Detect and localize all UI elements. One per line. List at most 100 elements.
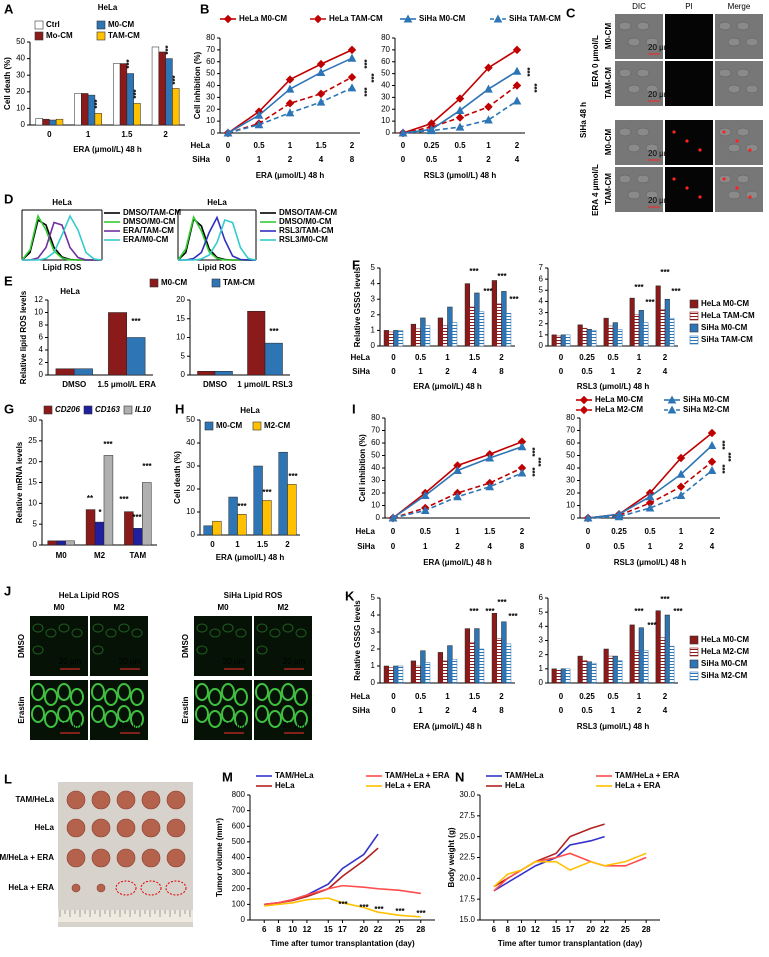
y-tick-label: 50 (381, 69, 390, 78)
bar (478, 648, 485, 684)
x-row-name: HeLa (350, 692, 370, 701)
legend-label: HeLa M0-CM (701, 299, 749, 308)
scale-bar-label: 20 μm (119, 657, 142, 666)
bar (442, 660, 448, 684)
x-tick-label: 0.5 (607, 692, 619, 701)
ruler (58, 910, 193, 922)
y-tick-label: 4 (539, 297, 544, 306)
legend-label: SiHa TAM-CM (701, 335, 753, 344)
y-tick-label: 500 (232, 837, 246, 846)
legend-label: M0-CM (216, 421, 243, 430)
x-tick-label: 1 (611, 706, 616, 715)
y-tick-label: 70 (566, 426, 575, 435)
scale-bar-label: 20 μm (223, 657, 246, 666)
cell (727, 84, 741, 94)
y-tick-label: 0 (371, 341, 376, 350)
y-tick-label: 30 (16, 70, 25, 79)
y-tick-label: 17.5 (459, 894, 475, 903)
bar (420, 650, 426, 684)
x-tick-label: 0.5 (420, 527, 432, 536)
marker (484, 115, 493, 124)
x-tick-label: 4 (488, 542, 493, 551)
panel-label: I (352, 401, 356, 416)
marker (403, 14, 413, 23)
significance: *** (164, 44, 173, 54)
x-axis-label: Time after tumor transplantation (day) (498, 939, 643, 948)
marker (285, 84, 295, 93)
y-tick-label: 5 (371, 593, 376, 602)
x-axis-label: Time after tumor transplantation (day) (270, 939, 415, 948)
marker (453, 492, 462, 501)
cell (745, 143, 759, 153)
column-header: M0 (53, 603, 65, 612)
bar (491, 280, 498, 347)
bar (551, 334, 557, 347)
y-tick-label: 80 (566, 413, 575, 422)
bar (629, 624, 635, 684)
legend-label: HeLa M0-CM (701, 635, 749, 644)
cell (294, 688, 308, 706)
y-tick-label: 0 (371, 678, 376, 687)
column-header: DIC (632, 2, 646, 11)
significance: *** (237, 502, 247, 511)
x-tick-label: 22 (600, 925, 609, 934)
significance: *** (416, 909, 426, 918)
group-label: ERA 4 μmol/L (591, 164, 600, 216)
missing-tumor (140, 880, 162, 896)
bar (126, 337, 146, 376)
y-tick-label: 800 (232, 790, 246, 799)
cell (130, 710, 144, 728)
marker (388, 513, 398, 522)
significance: *** (727, 451, 736, 461)
cell (130, 688, 144, 706)
x-axis-label: ERA (μmol/L) 48 h (256, 171, 325, 180)
cell (92, 645, 104, 655)
x-tick-label: 1 (235, 540, 240, 549)
micrograph (665, 14, 713, 59)
bar (612, 655, 618, 684)
y-tick-label: 40 (186, 438, 195, 447)
y-tick-label: 0 (571, 513, 576, 522)
bar (410, 323, 417, 347)
x-tick-label: 8 (499, 706, 504, 715)
cell (235, 628, 247, 638)
y-tick-label: 20 (566, 488, 575, 497)
panel-label: N (455, 769, 464, 784)
y-tick-label: 40 (381, 81, 390, 90)
significance: *** (374, 905, 384, 914)
pi-signal (735, 139, 739, 143)
marker (512, 81, 522, 90)
x-tick-label: 0.25 (611, 527, 627, 536)
y-tick-label: 40 (206, 81, 215, 90)
micrograph (665, 61, 713, 106)
legend-label: Mo-CM (46, 31, 73, 40)
bar (237, 514, 247, 536)
x-tick-label: 2 (663, 692, 668, 701)
x-tick-label: 0 (391, 353, 396, 362)
y-tick-label: 7 (539, 263, 544, 272)
bar (151, 46, 160, 126)
x-tick-label: 17 (338, 925, 347, 934)
marker (285, 99, 295, 108)
y-tick-label: 0 (241, 915, 246, 924)
cell (196, 623, 208, 633)
micrograph (615, 120, 663, 165)
chart-title: HeLa (60, 287, 80, 296)
y-tick-label: 2 (39, 358, 44, 367)
pi-signal (685, 186, 689, 190)
significance: *** (269, 327, 279, 336)
marker (667, 405, 677, 414)
y-tick-label: 50 (16, 37, 25, 46)
significance: *** (359, 903, 369, 912)
bar (451, 322, 458, 347)
x-tick-label: 4 (663, 706, 668, 715)
x-axis-label: Lipid ROS (198, 263, 237, 272)
y-tick-label: 40 (371, 463, 380, 472)
column-header: M2 (113, 603, 125, 612)
legend-swatch (689, 635, 699, 645)
bar (577, 655, 583, 684)
x-tick-label: 15 (552, 925, 561, 934)
legend-label: ERA/TAM-CM (123, 226, 174, 235)
x-tick-label: 0.25 (424, 141, 440, 150)
legend-swatch (689, 647, 699, 657)
